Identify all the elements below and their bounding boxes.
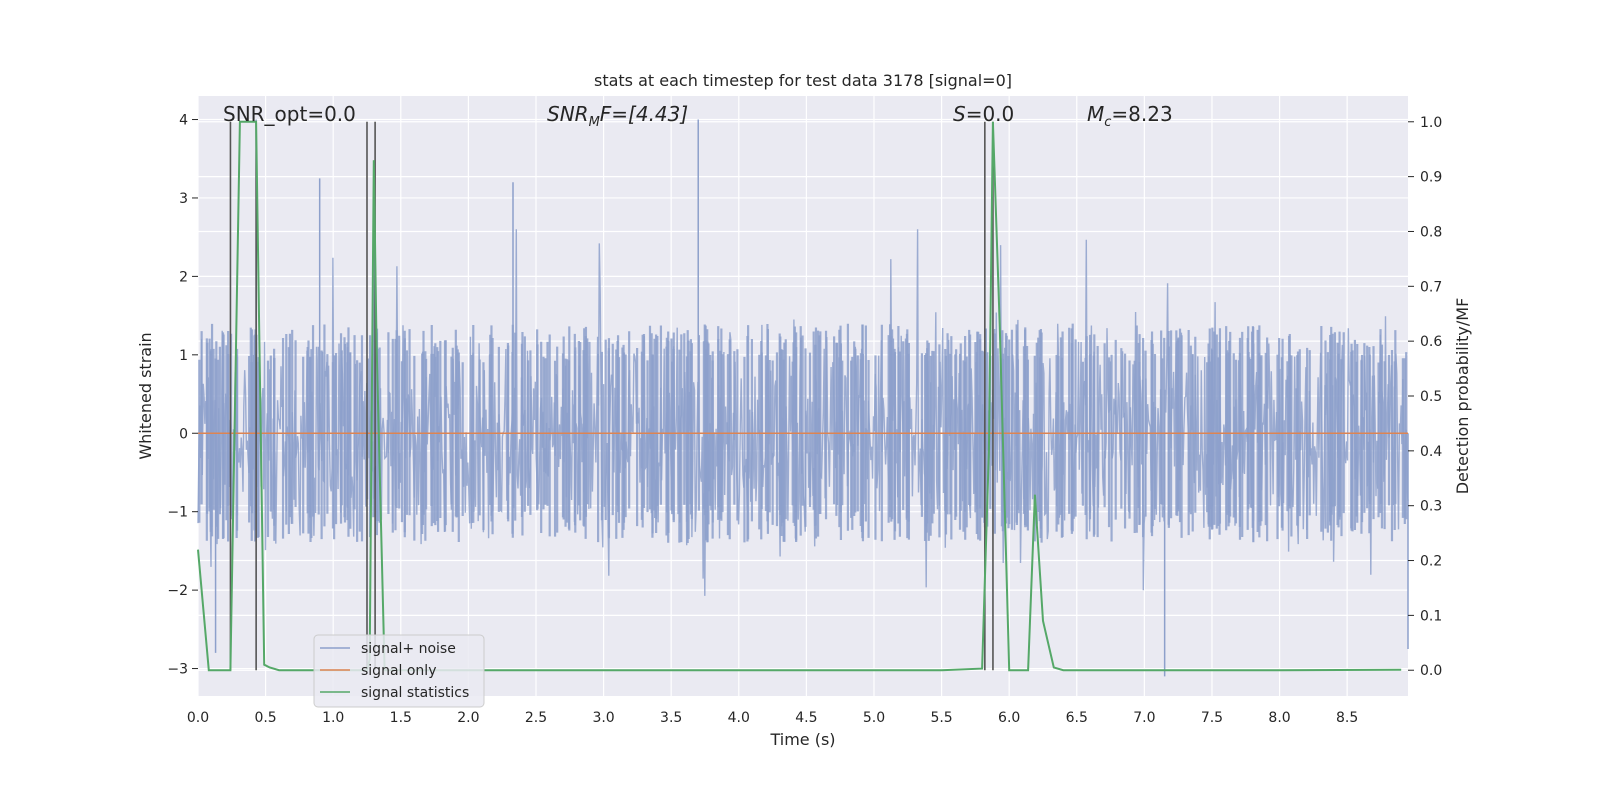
x-tick-label: 2.0 [457, 710, 479, 726]
x-tick-label: 5.0 [863, 710, 885, 726]
legend-label-signal-statistics: signal statistics [361, 685, 469, 701]
y2-tick-label: 0.3 [1420, 499, 1442, 515]
y-tick-label: 4 [179, 113, 188, 129]
annotation-snr-mf: SNRMF=[4.43] [547, 102, 688, 130]
y2-tick-label: 0.9 [1420, 170, 1442, 186]
annotation-snr-mf-main: SNR [547, 102, 589, 126]
x-axis-label: Time (s) [769, 730, 835, 749]
x-tick-label: 4.5 [795, 710, 817, 726]
x-tick-label: 8.0 [1268, 710, 1290, 726]
x-tick-label: 8.5 [1336, 710, 1358, 726]
y2-tick-label: 0.8 [1420, 224, 1442, 240]
y2-tick-label: 1.0 [1420, 115, 1442, 131]
y2-tick-label: 0.7 [1420, 279, 1442, 295]
x-tick-label: 3.0 [592, 710, 614, 726]
x-tick-label: 1.5 [390, 710, 412, 726]
x-tick-label: 1.0 [322, 710, 344, 726]
y2-tick-label: 0.4 [1420, 444, 1442, 460]
x-tick-label: 6.0 [998, 710, 1020, 726]
annotation-snr-mf-rest: F=[4.43] [600, 102, 688, 126]
legend-label-signal-noise: signal+ noise [361, 641, 456, 657]
annotation-mc-sub: c [1104, 115, 1111, 130]
series-signal-noise [197, 119, 1409, 677]
x-tick-label: 3.5 [660, 710, 682, 726]
x-tick-label: 2.5 [525, 710, 547, 726]
x-tick-label: 0.5 [254, 710, 276, 726]
y2-axis-label: Detection probability/MF [1453, 298, 1472, 495]
y2-tick-label: 0.5 [1420, 389, 1442, 405]
chart-title: stats at each timestep for test data 317… [594, 71, 1012, 90]
x-tick-label: 6.5 [1066, 710, 1088, 726]
annotation-mc-main: M [1087, 102, 1104, 126]
x-tick-label: 5.5 [930, 710, 952, 726]
y-tick-label: −2 [167, 583, 188, 599]
y-axis-ticks: 4 3 2 1 0 −1 −2 −3 [167, 113, 198, 678]
y-tick-label: −1 [167, 505, 188, 521]
x-axis-ticks: 0.0 0.5 1.0 1.5 2.0 2.5 3.0 3.5 4.0 4.5 5.0 5.5 6.0 6… [187, 710, 1358, 726]
annotation-mc-rest: =8.23 [1111, 102, 1172, 126]
annotation-snr-opt: SNR_opt=0.0 [223, 102, 356, 126]
x-tick-label: 4.0 [728, 710, 750, 726]
y2-axis-ticks: 1.0 0.9 0.8 0.7 0.6 0.5 0.4 0.3 0.2 0.1 0.0 [1408, 115, 1442, 679]
annotation-s: S=0.0 [953, 102, 1014, 126]
y-tick-label: −3 [167, 662, 188, 678]
x-tick-label: 7.0 [1133, 710, 1155, 726]
y-tick-label: 2 [179, 269, 188, 285]
legend-label-signal-only: signal only [361, 663, 436, 679]
y-tick-label: 0 [179, 426, 188, 442]
legend: signal+ noise signal only signal statist… [313, 634, 485, 708]
y2-tick-label: 0.6 [1420, 334, 1442, 350]
y2-tick-label: 0.1 [1420, 608, 1442, 624]
x-tick-label: 7.5 [1201, 710, 1223, 726]
annotation-s-main: S [953, 102, 966, 126]
annotation-s-rest: =0.0 [966, 102, 1015, 126]
legend-box [313, 634, 485, 708]
annotation-mc: Mc=8.23 [1087, 102, 1173, 130]
x-tick-label: 0.0 [187, 710, 209, 726]
y-axis-label: Whitened strain [136, 332, 155, 459]
y-tick-label: 3 [179, 191, 188, 207]
y2-tick-label: 0.2 [1420, 554, 1442, 570]
annotation-snr-mf-sub: M [589, 115, 600, 130]
y-tick-label: 1 [179, 348, 188, 364]
y2-tick-label: 0.0 [1420, 663, 1442, 679]
